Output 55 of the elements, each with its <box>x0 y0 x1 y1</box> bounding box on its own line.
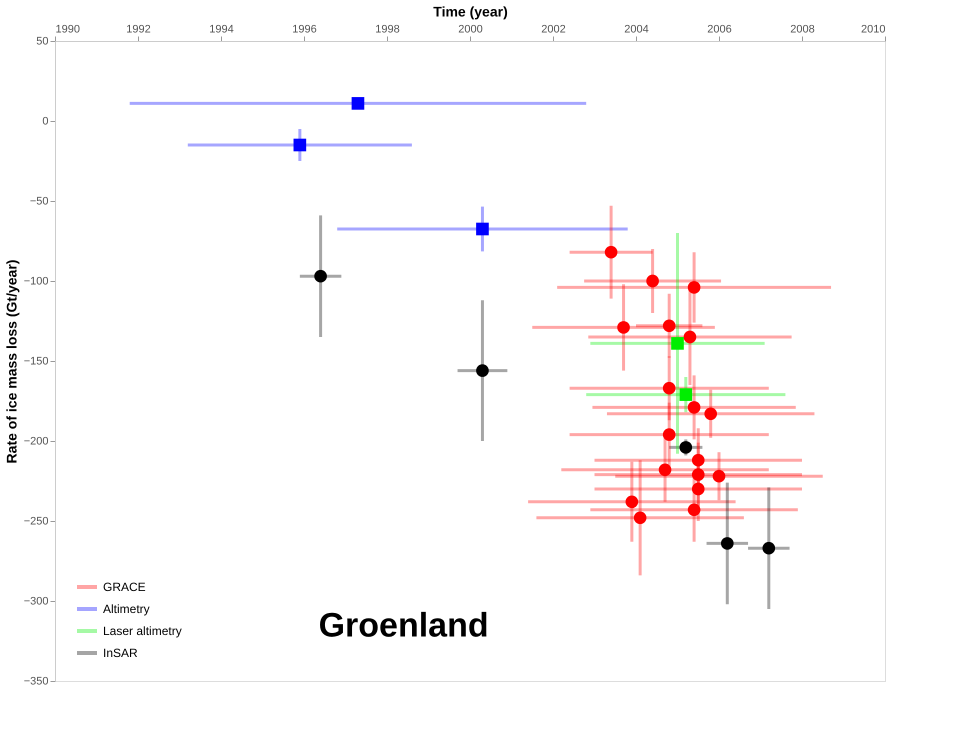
y-tick-label: −150 <box>24 356 48 368</box>
point <box>662 428 676 441</box>
y-axis-title: Rate of ice mass loss (Gt/year) <box>4 260 20 464</box>
point <box>352 97 364 110</box>
point <box>617 321 630 334</box>
point <box>720 537 734 550</box>
x-tick-label: 2008 <box>790 24 815 36</box>
point <box>671 337 684 350</box>
y-tick-label: 0 <box>42 116 48 128</box>
y-tick-label: −100 <box>24 276 48 288</box>
point <box>626 495 638 508</box>
x-tick-label: 2000 <box>458 24 483 36</box>
point <box>692 482 705 496</box>
y-tick-label: 50 <box>36 36 48 48</box>
point <box>476 222 489 236</box>
point <box>294 138 306 152</box>
point <box>684 330 696 344</box>
point <box>658 463 672 476</box>
legend-label: Laser altimetry <box>103 624 182 638</box>
x-tick-label: 2010 <box>861 24 886 36</box>
legend-label: Altimetry <box>103 602 150 616</box>
point <box>704 407 718 420</box>
point <box>688 401 700 414</box>
point <box>688 281 700 294</box>
point <box>476 364 489 377</box>
point <box>679 441 692 454</box>
point <box>688 503 700 516</box>
y-tick-label: −200 <box>24 436 48 448</box>
y-tick-label: −300 <box>24 596 48 608</box>
point <box>712 470 726 483</box>
point <box>679 388 692 401</box>
point <box>692 454 705 467</box>
point <box>314 270 327 283</box>
point <box>604 246 618 259</box>
y-tick-label: −250 <box>24 516 48 528</box>
point <box>646 274 659 288</box>
point <box>762 542 776 555</box>
y-tick-label: −350 <box>24 676 48 688</box>
point <box>692 468 705 481</box>
x-tick-label: 1996 <box>292 24 317 36</box>
x-axis-title: Time (year) <box>433 4 508 20</box>
x-tick-label: 2002 <box>541 24 566 36</box>
y-tick-label: −50 <box>30 196 48 208</box>
x-tick-label: 2004 <box>624 24 649 36</box>
x-tick-label: 2006 <box>707 24 732 36</box>
point <box>662 382 676 395</box>
x-tick-label: 1992 <box>126 24 151 36</box>
point <box>662 319 676 332</box>
x-tick-label: 1990 <box>56 24 80 36</box>
legend-label: InSAR <box>103 646 138 660</box>
legend-label: GRACE <box>103 580 146 594</box>
point <box>634 511 646 524</box>
x-tick-label: 1994 <box>209 24 234 36</box>
annotation: Groenland <box>318 606 489 645</box>
x-tick-label: 1998 <box>375 24 400 36</box>
